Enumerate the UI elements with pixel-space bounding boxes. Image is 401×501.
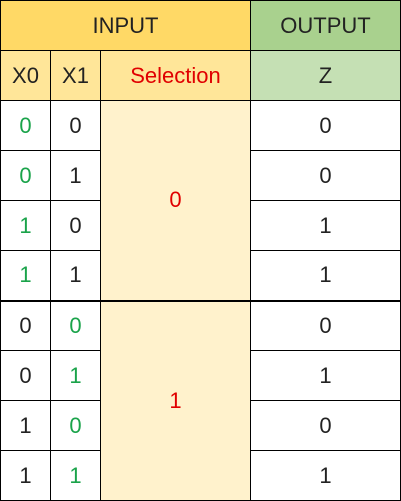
header-row: INPUT OUTPUT [0,0,401,51]
cell-z: 1 [250,350,401,401]
col-header-selection: Selection [99,50,252,101]
input-header: INPUT [0,0,252,51]
cell-selection: 1 [99,299,252,501]
cell-x0: 0 [0,150,51,201]
col-header-x0: X0 [0,50,51,101]
cell-x0: 0 [0,100,51,151]
cell-z: 0 [250,400,401,451]
cell-z: 0 [250,299,401,351]
cell-x0: 1 [0,250,51,301]
column-header-row: X0 X1 Selection Z [0,50,401,101]
cell-x1: 0 [50,400,101,451]
cell-x0: 1 [0,200,51,251]
col-header-z: Z [250,50,401,101]
cell-x1: 1 [50,150,101,201]
cell-selection: 0 [99,100,252,301]
cell-x1: 1 [50,350,101,401]
cell-x0: 0 [0,350,51,401]
cell-x1: 1 [50,250,101,301]
cell-z: 0 [250,100,401,151]
cell-z: 1 [250,450,401,501]
col-header-x1: X1 [50,50,101,101]
cell-x0: 1 [0,400,51,451]
cell-z: 1 [250,250,401,301]
cell-x1: 0 [50,200,101,251]
cell-x1: 0 [50,100,101,151]
cell-x0: 1 [0,450,51,501]
cell-z: 1 [250,200,401,251]
cell-x1: 0 [50,299,101,351]
cell-z: 0 [250,150,401,201]
output-header: OUTPUT [250,0,401,51]
cell-x1: 1 [50,450,101,501]
cell-x0: 0 [0,299,51,351]
